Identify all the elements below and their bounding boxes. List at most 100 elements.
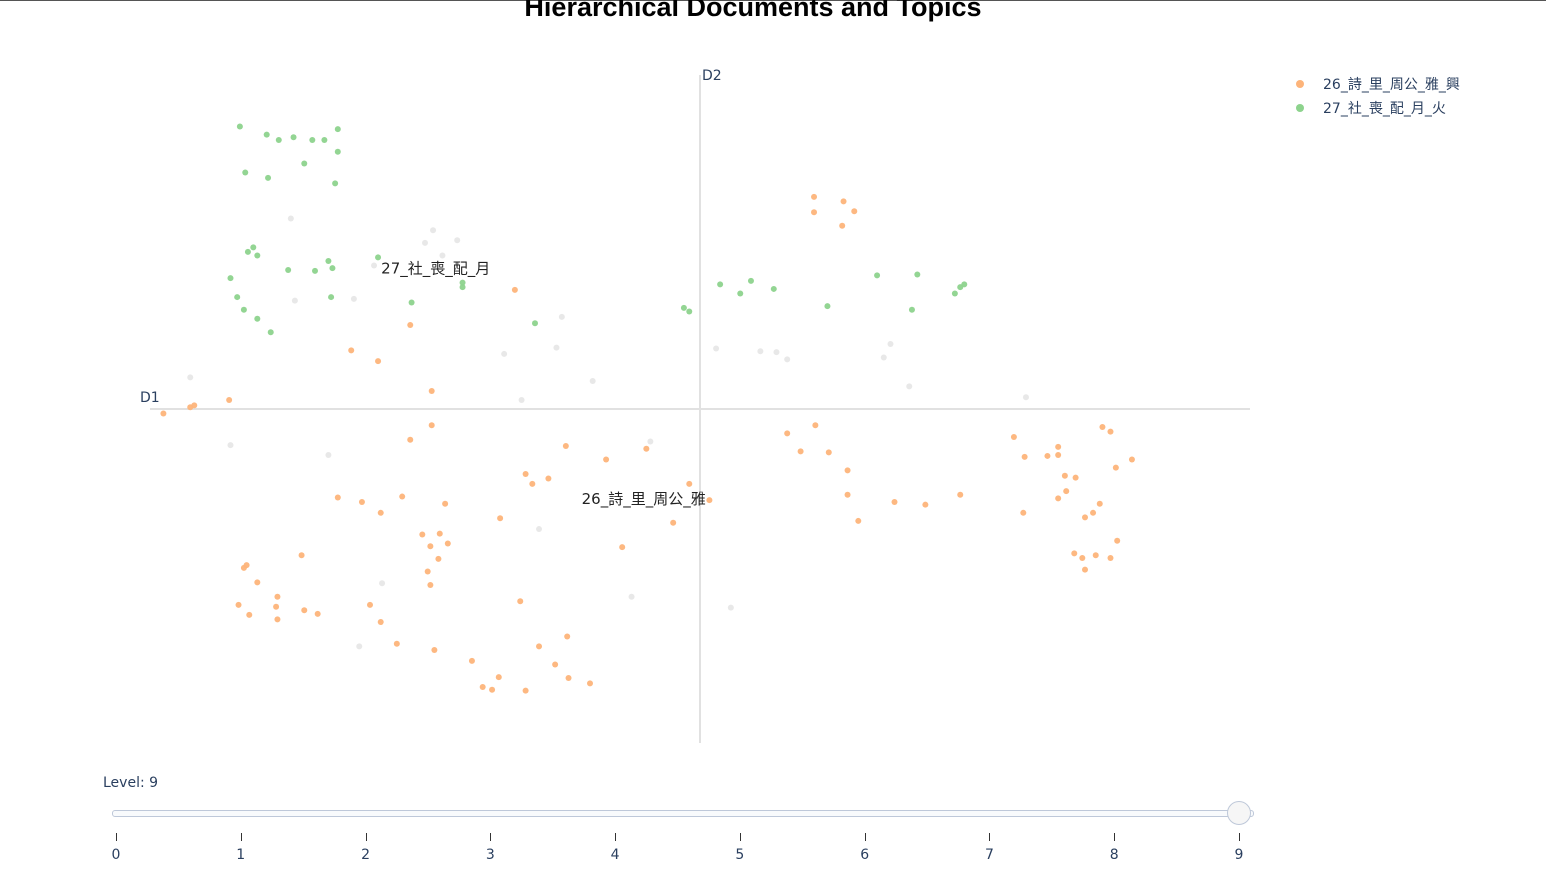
data-point[interactable] xyxy=(797,448,804,455)
data-point[interactable] xyxy=(536,643,543,650)
data-point[interactable] xyxy=(1055,495,1062,502)
data-point[interactable] xyxy=(240,306,247,313)
data-point[interactable] xyxy=(334,494,341,501)
data-point[interactable] xyxy=(489,686,496,693)
data-point[interactable] xyxy=(1055,452,1062,459)
data-point[interactable] xyxy=(1071,550,1078,557)
data-point[interactable] xyxy=(522,687,529,694)
data-point[interactable] xyxy=(298,552,305,559)
data-point[interactable] xyxy=(234,294,241,301)
data-point[interactable] xyxy=(160,410,167,417)
data-point[interactable] xyxy=(951,290,958,297)
data-point[interactable] xyxy=(263,131,270,138)
data-point[interactable] xyxy=(377,509,384,516)
outlier-point[interactable] xyxy=(880,354,887,361)
data-point[interactable] xyxy=(399,493,406,500)
data-point[interactable] xyxy=(427,543,434,550)
slider-tick-label[interactable]: 4 xyxy=(610,847,620,863)
data-point[interactable] xyxy=(706,497,713,504)
data-point[interactable] xyxy=(431,647,438,654)
data-point[interactable] xyxy=(321,136,328,143)
outlier-point[interactable] xyxy=(553,344,560,351)
data-point[interactable] xyxy=(290,134,297,141)
outlier-point[interactable] xyxy=(454,237,461,244)
data-point[interactable] xyxy=(309,136,316,143)
data-point[interactable] xyxy=(250,244,257,251)
data-point[interactable] xyxy=(274,593,281,600)
outlier-point[interactable] xyxy=(906,383,913,390)
slider-tick-label[interactable]: 7 xyxy=(984,847,994,863)
data-point[interactable] xyxy=(844,467,851,474)
data-point[interactable] xyxy=(770,285,777,292)
data-point[interactable] xyxy=(1114,537,1121,544)
data-point[interactable] xyxy=(511,286,518,293)
data-point[interactable] xyxy=(851,208,858,215)
data-point[interactable] xyxy=(737,290,744,297)
data-point[interactable] xyxy=(235,601,242,608)
data-point[interactable] xyxy=(275,136,282,143)
data-point[interactable] xyxy=(891,498,898,505)
outlier-point[interactable] xyxy=(647,438,654,445)
outlier-point[interactable] xyxy=(558,313,565,320)
data-point[interactable] xyxy=(552,661,559,668)
data-point[interactable] xyxy=(811,193,818,200)
outlier-point[interactable] xyxy=(379,580,386,587)
scatter-plot[interactable]: D1 D2 27_社_喪_配_月 26_詩_里_周公_雅 xyxy=(0,0,1546,760)
slider-tick-label[interactable]: 1 xyxy=(236,847,246,863)
data-point[interactable] xyxy=(442,500,449,507)
data-point[interactable] xyxy=(301,607,308,614)
slider-handle[interactable] xyxy=(1227,801,1251,825)
data-point[interactable] xyxy=(226,396,233,403)
data-point[interactable] xyxy=(459,279,466,286)
data-point[interactable] xyxy=(285,266,292,273)
slider-tick-label[interactable]: 5 xyxy=(735,847,745,863)
data-point[interactable] xyxy=(375,254,382,261)
data-point[interactable] xyxy=(643,445,650,452)
outlier-point[interactable] xyxy=(187,374,194,381)
data-point[interactable] xyxy=(961,281,968,288)
data-point[interactable] xyxy=(254,579,261,586)
data-point[interactable] xyxy=(329,265,336,272)
outlier-point[interactable] xyxy=(887,341,894,348)
data-point[interactable] xyxy=(265,174,272,181)
outlier-point[interactable] xyxy=(291,297,298,304)
data-point[interactable] xyxy=(1055,443,1062,450)
outlier-point[interactable] xyxy=(773,349,780,356)
data-point[interactable] xyxy=(236,123,243,130)
data-point[interactable] xyxy=(314,610,321,617)
outlier-point[interactable] xyxy=(350,295,357,302)
data-point[interactable] xyxy=(273,603,280,610)
slider-tick-label[interactable]: 3 xyxy=(485,847,495,863)
data-point[interactable] xyxy=(254,252,261,259)
data-point[interactable] xyxy=(243,562,250,569)
data-point[interactable] xyxy=(1079,554,1086,561)
data-point[interactable] xyxy=(619,544,626,551)
data-point[interactable] xyxy=(529,480,536,487)
data-point[interactable] xyxy=(436,530,443,537)
legend-item-series-27[interactable]: 27_社_喪_配_月_火 xyxy=(1292,96,1460,120)
data-point[interactable] xyxy=(444,540,451,547)
data-point[interactable] xyxy=(393,640,400,647)
data-point[interactable] xyxy=(407,436,414,443)
outlier-point[interactable] xyxy=(422,239,428,246)
data-point[interactable] xyxy=(419,531,426,538)
data-point[interactable] xyxy=(375,358,382,365)
data-point[interactable] xyxy=(428,387,435,394)
data-point[interactable] xyxy=(246,611,253,618)
data-point[interactable] xyxy=(1096,500,1103,507)
data-point[interactable] xyxy=(784,430,791,437)
data-point[interactable] xyxy=(747,277,754,284)
data-point[interactable] xyxy=(325,257,332,264)
slider-tick-label[interactable]: 2 xyxy=(361,847,370,863)
data-point[interactable] xyxy=(244,248,251,255)
outlier-point[interactable] xyxy=(713,345,720,352)
data-point[interactable] xyxy=(957,491,964,498)
data-point[interactable] xyxy=(408,299,415,306)
data-point[interactable] xyxy=(686,480,693,487)
data-point[interactable] xyxy=(497,515,504,522)
slider-rail[interactable] xyxy=(112,810,1254,817)
data-point[interactable] xyxy=(427,582,434,589)
data-point[interactable] xyxy=(1063,488,1070,495)
data-point[interactable] xyxy=(312,267,318,274)
data-point[interactable] xyxy=(564,633,571,640)
